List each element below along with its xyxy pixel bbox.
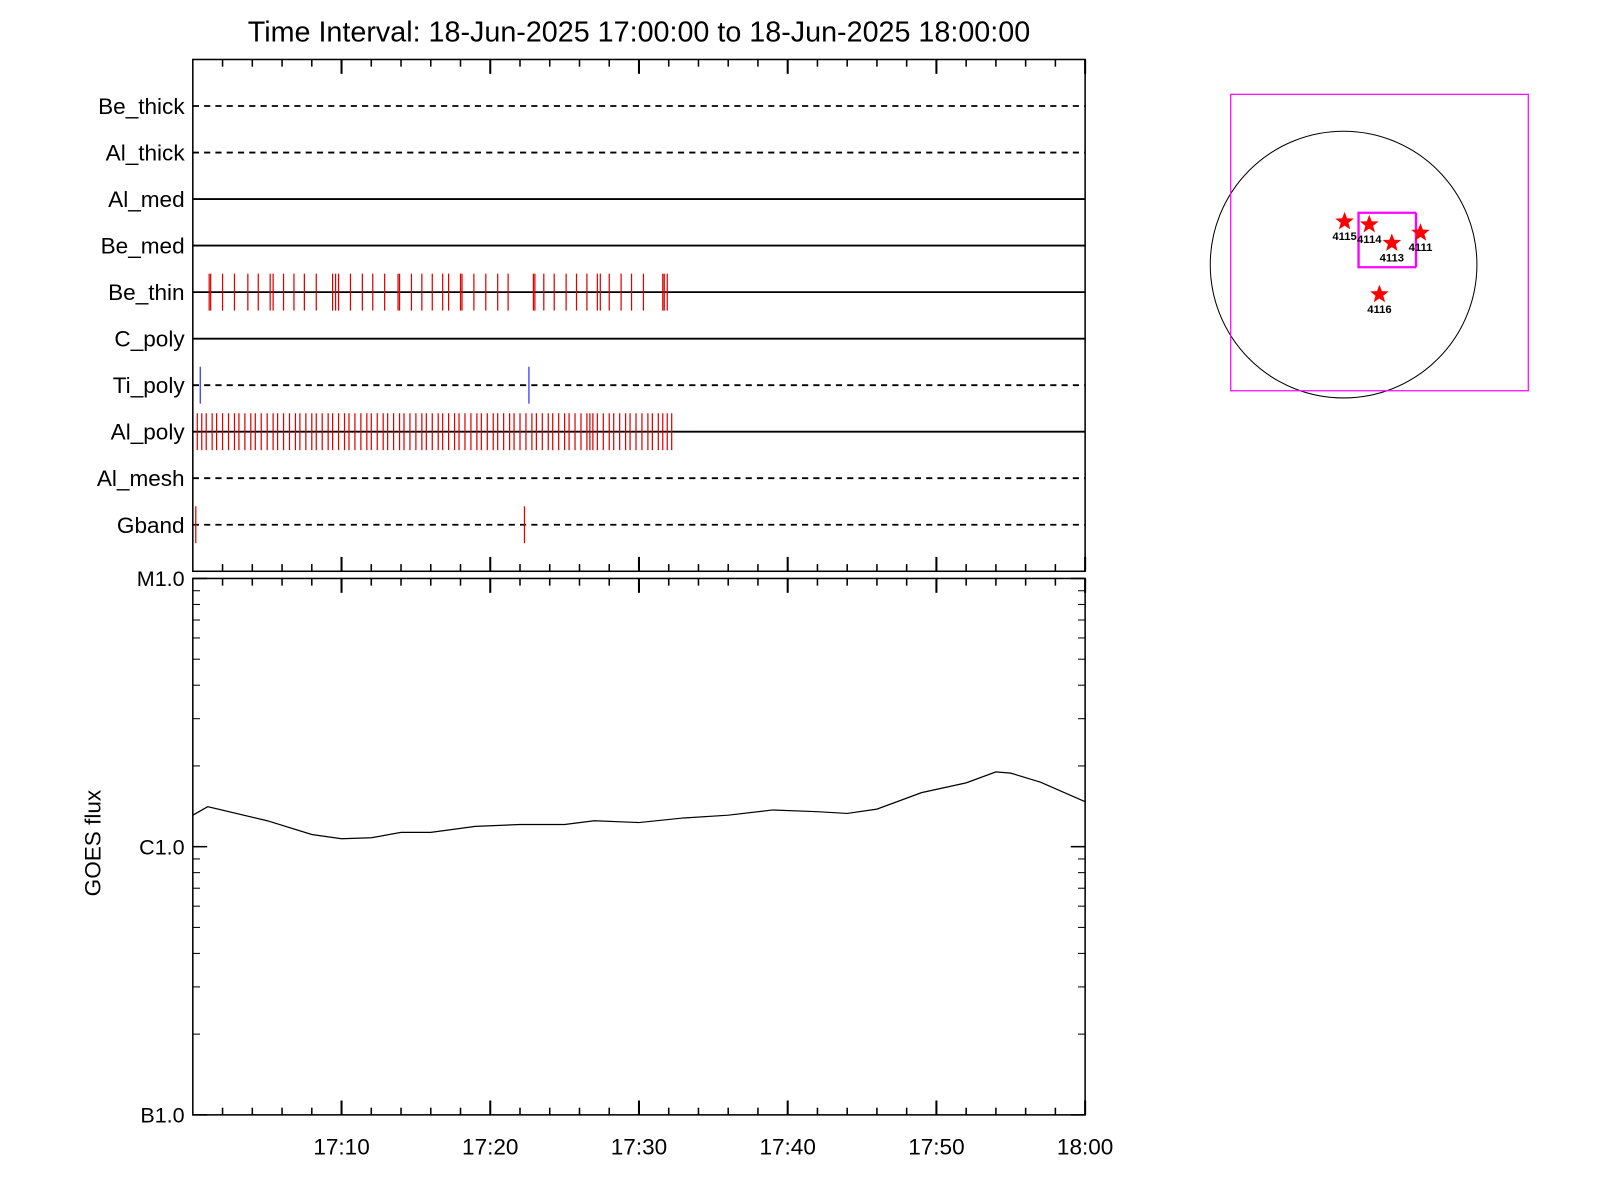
- channel-label: Al_mesh: [97, 466, 185, 491]
- channel-label: Be_thin: [108, 280, 184, 305]
- y-tick-label: C1.0: [139, 835, 184, 859]
- region-star: [1360, 214, 1379, 233]
- channel-label: Be_thick: [98, 94, 185, 119]
- x-tick-label: 17:20: [462, 1135, 518, 1160]
- field-of-view: [1230, 93, 1529, 392]
- channel-label: Be_med: [101, 234, 185, 259]
- x-tick-label: 17:10: [313, 1135, 369, 1160]
- region-label: 4114: [1357, 234, 1382, 246]
- y-tick-label: M1.0: [137, 567, 185, 591]
- channel-label: Gband: [117, 513, 185, 538]
- panel-frame: [192, 577, 1086, 1116]
- channel-label: C_poly: [114, 327, 185, 352]
- channel-label: Al_med: [108, 187, 184, 212]
- flux-curve: [192, 771, 1086, 840]
- region-label: 4113: [1380, 252, 1404, 264]
- solar-disk: [1209, 130, 1478, 399]
- field-of-view: [1358, 212, 1418, 268]
- panel-frame: [192, 58, 1086, 573]
- x-tick-label: 17:30: [611, 1135, 667, 1160]
- x-tick-label: 17:40: [759, 1135, 815, 1160]
- channel-label: Ti_poly: [113, 373, 186, 398]
- channel-label: Al_poly: [111, 420, 186, 445]
- y-tick-label: B1.0: [140, 1104, 184, 1128]
- region-star: [1382, 233, 1402, 251]
- region-label: 4116: [1367, 304, 1391, 316]
- channel-label: Al_thick: [106, 141, 186, 166]
- region-label: 4115: [1332, 231, 1356, 243]
- chart-title: Time Interval: 18-Jun-2025 17:00:00 to 1…: [248, 16, 1030, 48]
- region-star: [1370, 284, 1389, 303]
- region-label: 4111: [1409, 242, 1433, 254]
- region-star: [1411, 223, 1430, 241]
- y-axis-label: GOES flux: [80, 789, 105, 896]
- region-star: [1335, 211, 1354, 230]
- x-tick-label: 18:00: [1057, 1135, 1113, 1160]
- x-tick-label: 17:50: [908, 1135, 964, 1160]
